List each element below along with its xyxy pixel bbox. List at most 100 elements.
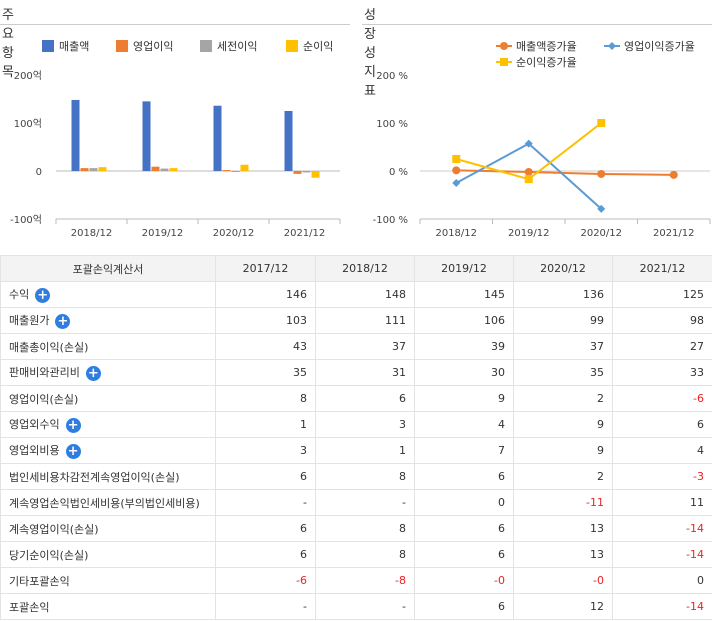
cell-value: -14 [612,541,712,568]
row-label-text: 기타포괄손익 [9,574,70,588]
legend-swatch [42,40,54,52]
x-tick-label: 2021/12 [284,228,326,239]
cell-value: 136 [513,281,613,308]
row-label: 계속영업손익법인세비용(부의법인세비용) [0,489,216,516]
cell-value: -0 [513,567,613,594]
legend-label: 매출액 [59,40,89,53]
table-row: 매출원가 +103 111 106 99 98 [0,307,712,334]
table-row: 매출총이익(손실) 43 37 39 37 27 [0,333,712,360]
row-label: 법인세비용차감전계속영업이익(손실) [0,463,216,490]
bar [284,111,293,171]
cell-value: 11 [612,489,712,516]
bar [293,171,302,174]
table-row: 영업외수익 +1 3 4 9 6 [0,411,712,438]
y-tick-label: 0 [36,167,42,178]
bar [160,168,169,171]
y-tick-label: 200 % [376,71,408,82]
cell-value: 106 [414,307,514,334]
bar [80,168,89,171]
right-panel-title: 성장성지표 [364,8,376,99]
row-label: 판매비와관리비 + [0,359,216,386]
cell-value: 6 [315,385,415,412]
cell-value: 98 [612,307,712,334]
bar [98,167,107,171]
expand-plus-icon[interactable]: + [65,443,81,459]
bar-chart: 매출액 영업이익 세전이익 순이익 -100억 0 100억 200억 2018/12 2019/… [10,40,341,239]
cell-value: 146 [215,281,316,308]
row-label-text: 매출원가 [9,314,50,328]
cell-value: 0 [414,489,514,516]
table-row: 계속영업손익법인세비용(부의법인세비용) - -0 -11 11 [0,489,712,516]
header-year: 2017/12 [215,255,316,282]
data-point [452,155,461,163]
data-point [452,179,461,187]
bar [71,99,80,171]
row-label-text: 판매비와관리비 [9,366,80,380]
cell-value: 37 [513,333,613,360]
cell-value: 145 [414,281,514,308]
bar [213,105,222,171]
expand-plus-icon[interactable]: + [85,365,101,381]
bar [311,171,320,178]
x-tick-label: 2019/12 [508,228,550,239]
cell-value: -14 [612,515,712,542]
cell-value: 30 [414,359,514,386]
x-tick-label: 2018/12 [435,228,477,239]
expand-plus-icon[interactable]: + [55,313,71,329]
cell-value: 35 [215,359,316,386]
x-tick-label: 2019/12 [142,228,184,239]
cell-value: 6 [215,463,316,490]
cell-value: -6 [215,567,316,594]
header-year: 2020/12 [513,255,613,282]
row-label-text: 영업이익(손실) [9,392,79,406]
cell-value: 37 [315,333,415,360]
cell-value: -8 [315,567,415,594]
data-point [524,167,533,176]
row-label: 영업외수익 + [0,411,216,438]
cell-value: 3 [315,411,415,438]
table-row: 영업외비용 +3 1 7 9 4 [0,437,712,464]
table-header-row: 포괄손익계산서 2017/12 2018/12 2019/12 2020/12 2021/… [0,255,712,282]
legend-marker [608,42,616,50]
cell-value: 9 [513,411,613,438]
cell-value: 12 [513,593,613,620]
table-row: 기타포괄손익 -6 -8 -0 -0 0 [0,567,712,594]
legend-label: 순이익 [303,40,333,53]
y-tick-label: 200억 [14,70,42,82]
y-tick-label: -100억 [10,214,42,226]
data-point [452,166,461,175]
legend-label: 영업이익 [133,40,173,53]
y-tick-label: -100 % [373,215,408,226]
cell-value: 6 [414,463,514,490]
expand-plus-icon[interactable]: + [65,417,81,433]
header-year: 2021/12 [612,255,712,282]
row-label-text: 영업외비용 [9,444,60,458]
row-label: 당기순이익(손실) [0,541,216,568]
expand-plus-icon[interactable]: + [35,287,51,303]
header-year: 2019/12 [414,255,514,282]
table-row: 계속영업이익(손실) 6 8 6 13 -14 [0,515,712,542]
table-body: 수익 +146 148 145 136 125 매출원가 +103 111 106 99 98 매출총이… [0,281,712,620]
bar [302,171,311,173]
data-point [597,119,606,127]
row-label-text: 수익 [9,288,30,302]
cell-value: - [315,593,415,620]
right-panel-divider [362,24,712,25]
cell-value: 3 [215,437,316,464]
bar [231,171,240,172]
row-label-text: 계속영업이익(손실) [9,522,99,536]
bar [222,170,231,172]
bar [151,166,160,171]
legend-label: 순이익증가율 [516,56,577,69]
cell-value: 8 [315,541,415,568]
cell-value: 7 [414,437,514,464]
bar [169,168,178,171]
cell-value: -3 [612,463,712,490]
left-panel-title: 주요항목 [2,8,14,80]
cell-value: 99 [513,307,613,334]
cell-value: 27 [612,333,712,360]
cell-value: 103 [215,307,316,334]
y-tick-label: 0 % [389,167,408,178]
row-label: 매출원가 + [0,307,216,334]
